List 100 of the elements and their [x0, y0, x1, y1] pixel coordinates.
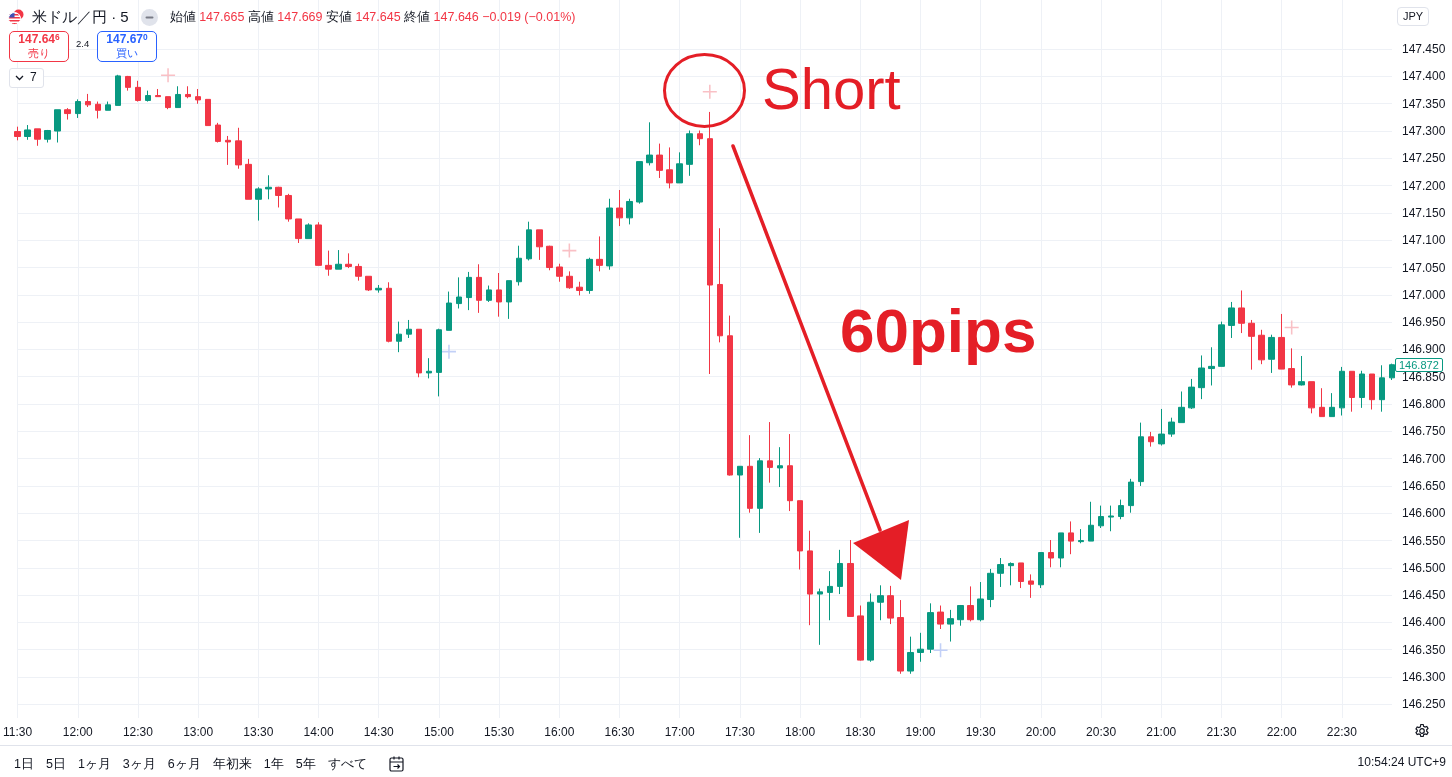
candlestick — [1158, 408, 1165, 447]
annotation: 60pips — [840, 296, 1037, 365]
candlestick — [195, 88, 201, 105]
x-tick-label: 21:30 — [1206, 725, 1237, 739]
candlestick — [155, 88, 161, 98]
candlestick — [135, 80, 141, 103]
candlestick — [185, 85, 191, 99]
candlestick — [145, 90, 151, 103]
text: 米ドル／円 · 5 — [32, 8, 129, 26]
candlestick — [1268, 334, 1275, 374]
x-tick-label: 20:00 — [1025, 725, 1057, 739]
annotation: 147.64$^{6}$ — [18, 32, 60, 48]
text: 始値 147.665 高値 147.669 安値 147.645 終値 147.646 −0.019 (−0.01%) — [169, 9, 576, 24]
y-tick-label: 146.700 — [1402, 451, 1446, 466]
annotation: 2.4 — [76, 38, 90, 50]
y-tick-label: 147.200 — [1402, 178, 1446, 193]
candlestick — [245, 158, 252, 200]
candlestick — [1288, 347, 1295, 389]
text: 5日 — [45, 756, 66, 772]
candlestick — [24, 124, 31, 141]
candlestick — [707, 111, 713, 375]
candlestick — [95, 101, 101, 119]
text: 3ヶ月 — [122, 756, 156, 772]
candlestick — [666, 146, 673, 189]
y-tick-label: 146.800 — [1402, 397, 1446, 412]
point — [702, 84, 717, 99]
candlestick — [586, 257, 593, 295]
x-tick-label: 18:30 — [845, 725, 876, 739]
candlestick — [757, 457, 763, 534]
candlestick — [516, 245, 522, 287]
candlestick — [396, 321, 402, 353]
candlestick — [827, 570, 833, 621]
candlestick — [1138, 422, 1144, 487]
candlestick — [125, 75, 131, 92]
annotation: 147.67$^{0}$ — [106, 32, 148, 48]
x-tick-label: 15:00 — [423, 725, 455, 739]
candlestick — [225, 135, 231, 166]
candlestick — [656, 143, 663, 179]
candlestick — [747, 434, 753, 514]
candlestick — [476, 263, 482, 314]
candlestick — [1068, 520, 1074, 555]
candlestick — [646, 121, 653, 166]
y-tick-label: 146.900 — [1402, 342, 1446, 357]
candlestick — [837, 549, 843, 595]
candlestick — [205, 98, 211, 127]
candlestick — [466, 271, 472, 311]
y-tick-label: 146.450 — [1402, 588, 1446, 603]
candlestick — [165, 96, 171, 110]
x-tick-label: 17:00 — [664, 725, 696, 739]
y-tick-label: 146.250 — [1402, 697, 1446, 712]
candlestick — [596, 235, 603, 272]
candlestick — [1208, 346, 1215, 386]
text: 5年 — [295, 756, 316, 772]
candlestick — [365, 275, 372, 292]
candlestick — [1048, 539, 1054, 568]
candlestick — [115, 74, 121, 106]
candlestick — [676, 151, 683, 184]
candlestick — [456, 276, 462, 309]
candlestick — [807, 530, 813, 626]
candlestick — [1198, 354, 1205, 400]
text: 1年 — [263, 756, 284, 772]
candlestick — [416, 328, 422, 378]
candlestick — [977, 581, 984, 622]
y-tick-label: 146.500 — [1402, 560, 1446, 575]
candlestick — [1018, 562, 1024, 589]
candlestick — [907, 636, 914, 675]
candlestick — [887, 585, 894, 625]
candlestick — [1188, 378, 1195, 410]
x-tick-label: 17:30 — [724, 725, 756, 739]
annotation: 7 — [30, 70, 37, 85]
y-tick-label: 146.850 — [1402, 369, 1446, 384]
y-tick-label: 147.300 — [1402, 124, 1446, 139]
candlestick — [566, 270, 573, 290]
candlestick — [14, 126, 21, 141]
candlestick — [406, 319, 412, 339]
candlestick — [1379, 364, 1385, 413]
candlestick — [777, 446, 783, 488]
candlestick — [526, 221, 532, 261]
candlestick — [897, 599, 904, 675]
candlestick — [787, 433, 793, 512]
candlestick — [255, 186, 262, 222]
candlestick — [1178, 390, 1185, 424]
candlestick — [1028, 573, 1034, 599]
x-tick-label: 14:30 — [363, 725, 395, 739]
y-tick-label: 146.550 — [1402, 533, 1446, 548]
candlestick — [877, 584, 884, 621]
y-tick-label: 146.400 — [1402, 615, 1446, 630]
candlestick — [576, 281, 583, 296]
candlestick — [496, 272, 502, 318]
annotation: Short — [762, 56, 901, 121]
x-tick-label: 21:00 — [1146, 725, 1177, 739]
candlestick — [1058, 532, 1064, 568]
candlestick — [817, 588, 823, 646]
candlestick — [1329, 392, 1335, 418]
x-tick-label: 22:30 — [1326, 725, 1358, 739]
point — [441, 344, 456, 359]
candlestick — [1359, 370, 1365, 409]
candlestick — [215, 122, 221, 144]
candlestick — [867, 593, 874, 663]
candlestick — [345, 252, 352, 269]
